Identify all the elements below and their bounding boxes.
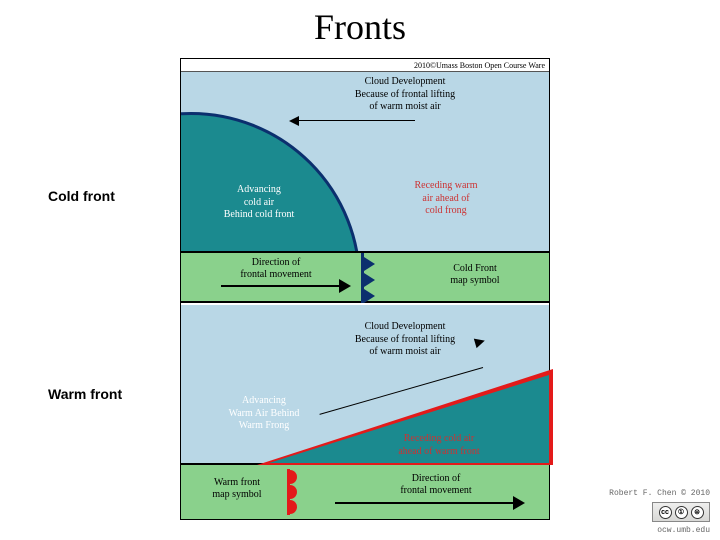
warm-front-side-label: Warm front — [48, 386, 122, 402]
cold-front-side-label: Cold front — [48, 188, 115, 204]
warm-front-symbol-line — [287, 469, 290, 515]
warm-map-symbol-label: Warm frontmap symbol — [197, 477, 277, 501]
cold-lift-arrow-head — [289, 116, 299, 126]
warm-cloud-dev-label: Cloud DevelopmentBecause of frontal lift… — [325, 321, 485, 359]
cc-icon: cc — [659, 506, 672, 519]
cold-receding-label: Receding warmair ahead ofcold frong — [381, 180, 511, 218]
cold-advancing-label: Advancingcold airBehind cold front — [201, 184, 317, 222]
cold-front-triangle-3 — [364, 289, 375, 303]
cold-lift-arrow-line — [295, 120, 415, 121]
cold-direction-label: Direction offrontal movement — [221, 257, 331, 281]
cold-cloud-dev-label: Cloud DevelopmentBecause of frontal lift… — [325, 76, 485, 114]
cold-map-symbol-label: Cold Frontmap symbol — [425, 263, 525, 287]
cold-direction-arrow — [221, 285, 341, 287]
warm-front-land-strip: Warm frontmap symbol Direction offrontal… — [181, 465, 549, 519]
ocw-copyright: 2010©Umass Boston Open Course Ware — [414, 61, 545, 70]
cold-front-triangle-2 — [364, 273, 375, 287]
ocw-url-label: ocw.umb.edu — [657, 526, 710, 535]
cc-license-badge: cc ① ⊜ — [652, 502, 710, 522]
cold-front-land-strip: Direction offrontal movement Cold Frontm… — [181, 253, 549, 303]
warm-direction-label: Direction offrontal movement — [371, 473, 501, 497]
warm-direction-arrow — [335, 502, 515, 504]
warm-front-bump-1 — [283, 470, 297, 484]
cc-by-icon: ① — [675, 506, 688, 519]
author-credit: Robert F. Chen © 2010 — [609, 489, 710, 498]
warm-receding-label: Receding cold airahead of warm front — [369, 433, 509, 458]
cold-direction-arrowhead — [339, 279, 351, 293]
warm-direction-arrowhead — [513, 496, 525, 510]
fronts-diagram: 2010©Umass Boston Open Course Ware Cloud… — [180, 58, 550, 520]
page-title: Fronts — [0, 6, 720, 48]
warm-front-sky: Cloud DevelopmentBecause of frontal lift… — [181, 305, 549, 465]
cold-front-triangle-1 — [364, 257, 375, 271]
cc-nc-icon: ⊜ — [691, 506, 704, 519]
warm-front-bump-2 — [283, 485, 297, 499]
cold-air-mass — [181, 112, 361, 253]
warm-front-bump-3 — [283, 500, 297, 514]
cold-front-sky: Cloud DevelopmentBecause of frontal lift… — [181, 71, 549, 253]
